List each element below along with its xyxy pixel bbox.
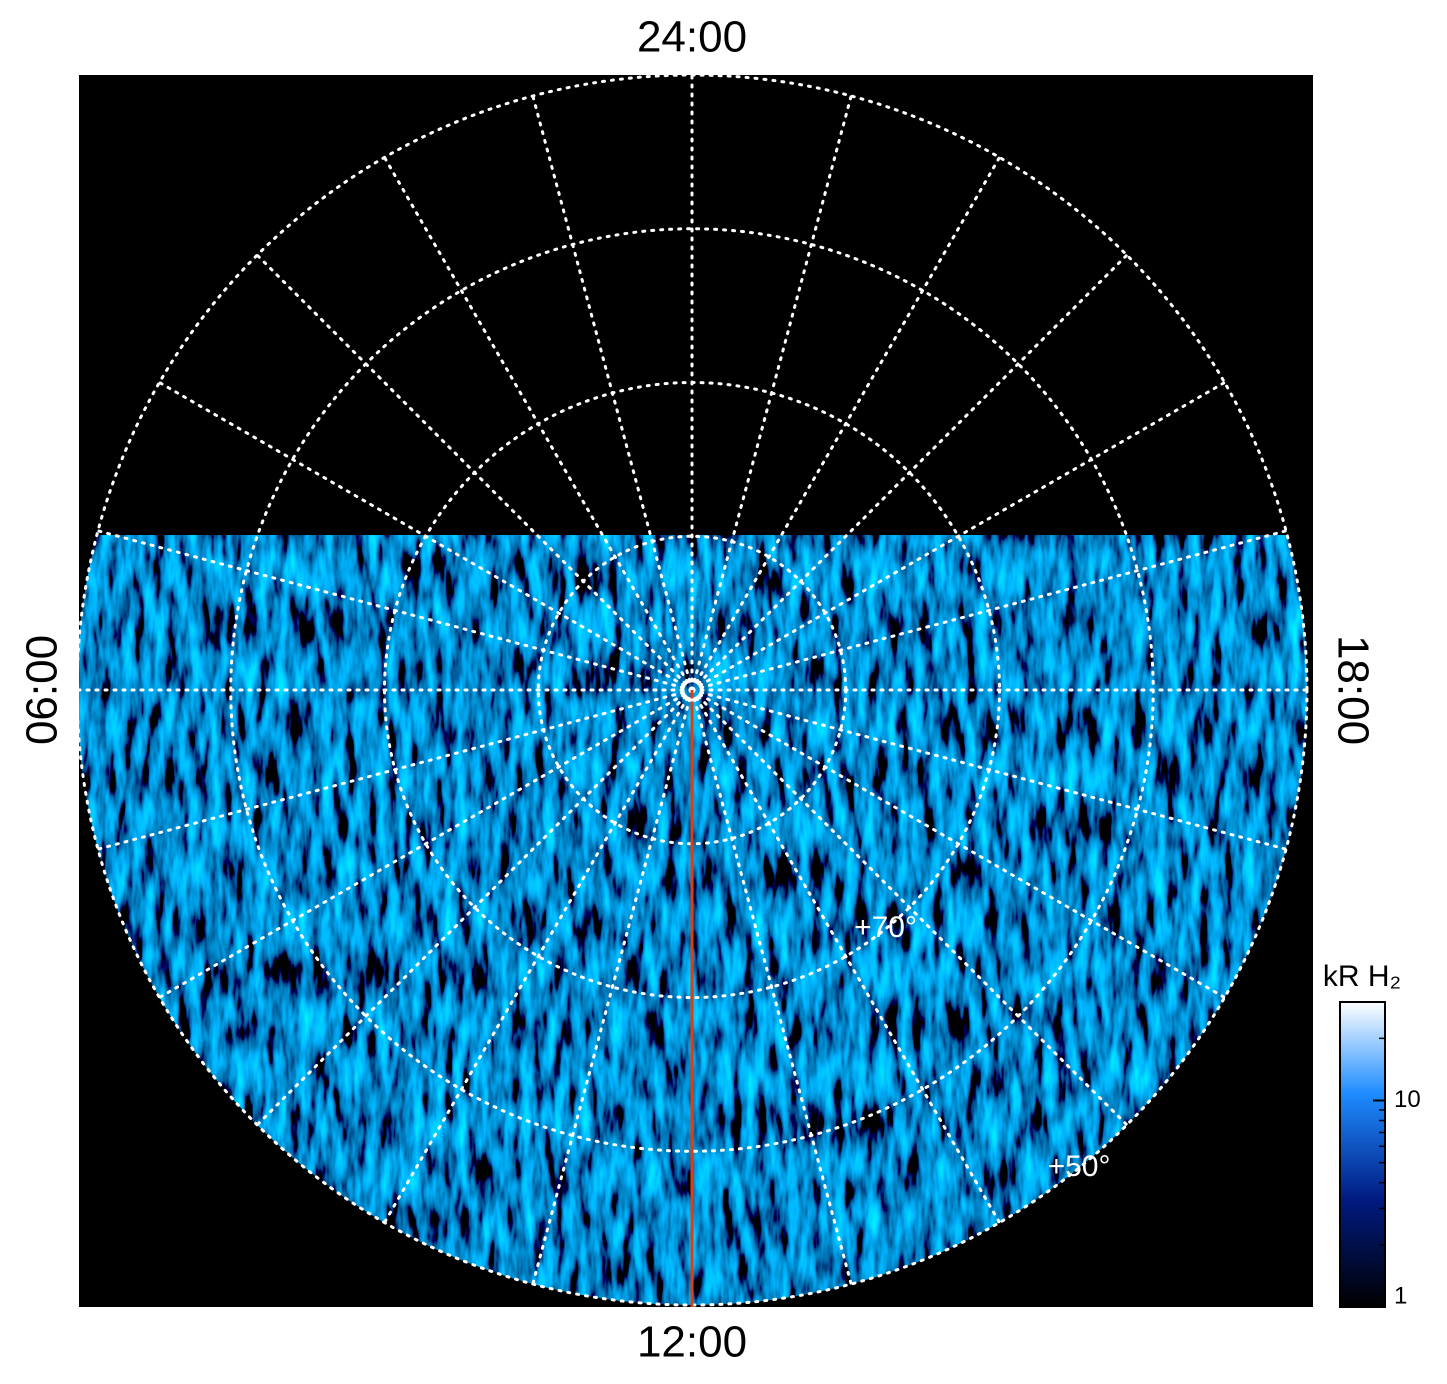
lt-spoke bbox=[690, 381, 1227, 692]
latitude-circle bbox=[229, 227, 1155, 1153]
lt-spoke bbox=[531, 688, 694, 1286]
lt-spoke bbox=[383, 688, 694, 1225]
latitude-label: +70° bbox=[854, 911, 917, 944]
lt-spoke bbox=[690, 529, 1288, 692]
colorbar-label: kR H₂ bbox=[1323, 960, 1401, 993]
lt-label: 18:00 bbox=[1328, 635, 1377, 745]
latitude-label: +50° bbox=[1048, 1150, 1111, 1183]
lt-label: 12:00 bbox=[637, 1318, 747, 1367]
lt-spoke bbox=[255, 688, 694, 1127]
latitude-circle bbox=[536, 534, 848, 846]
lt-spoke bbox=[690, 688, 853, 1286]
colorbar bbox=[1339, 1001, 1386, 1308]
lt-label: 24:00 bbox=[637, 13, 747, 62]
lt-spoke bbox=[157, 688, 694, 999]
lt-spoke bbox=[690, 253, 1129, 692]
colorbar-tick-label: 10 bbox=[1394, 1086, 1421, 1113]
polar-grid bbox=[75, 73, 1309, 1307]
lt-label: 06:00 bbox=[18, 635, 67, 745]
latitude-circle bbox=[383, 381, 1001, 999]
lt-spoke bbox=[690, 688, 1129, 1127]
pole-marker bbox=[680, 678, 704, 702]
lt-spoke bbox=[690, 688, 1001, 1225]
colorbar-tick-label: 1 bbox=[1394, 1282, 1407, 1309]
lt-spoke bbox=[690, 155, 1001, 692]
